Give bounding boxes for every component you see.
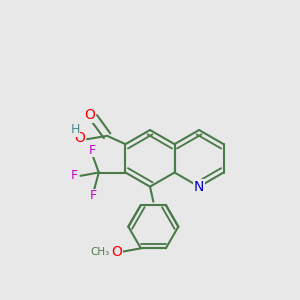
Text: H: H bbox=[70, 123, 80, 136]
Text: O: O bbox=[111, 245, 122, 259]
Text: O: O bbox=[84, 108, 95, 122]
Text: CH₃: CH₃ bbox=[91, 247, 110, 257]
Text: F: F bbox=[90, 189, 98, 202]
Text: O: O bbox=[74, 130, 85, 145]
Text: N: N bbox=[194, 180, 204, 194]
Text: F: F bbox=[88, 144, 96, 157]
Text: F: F bbox=[71, 169, 78, 182]
